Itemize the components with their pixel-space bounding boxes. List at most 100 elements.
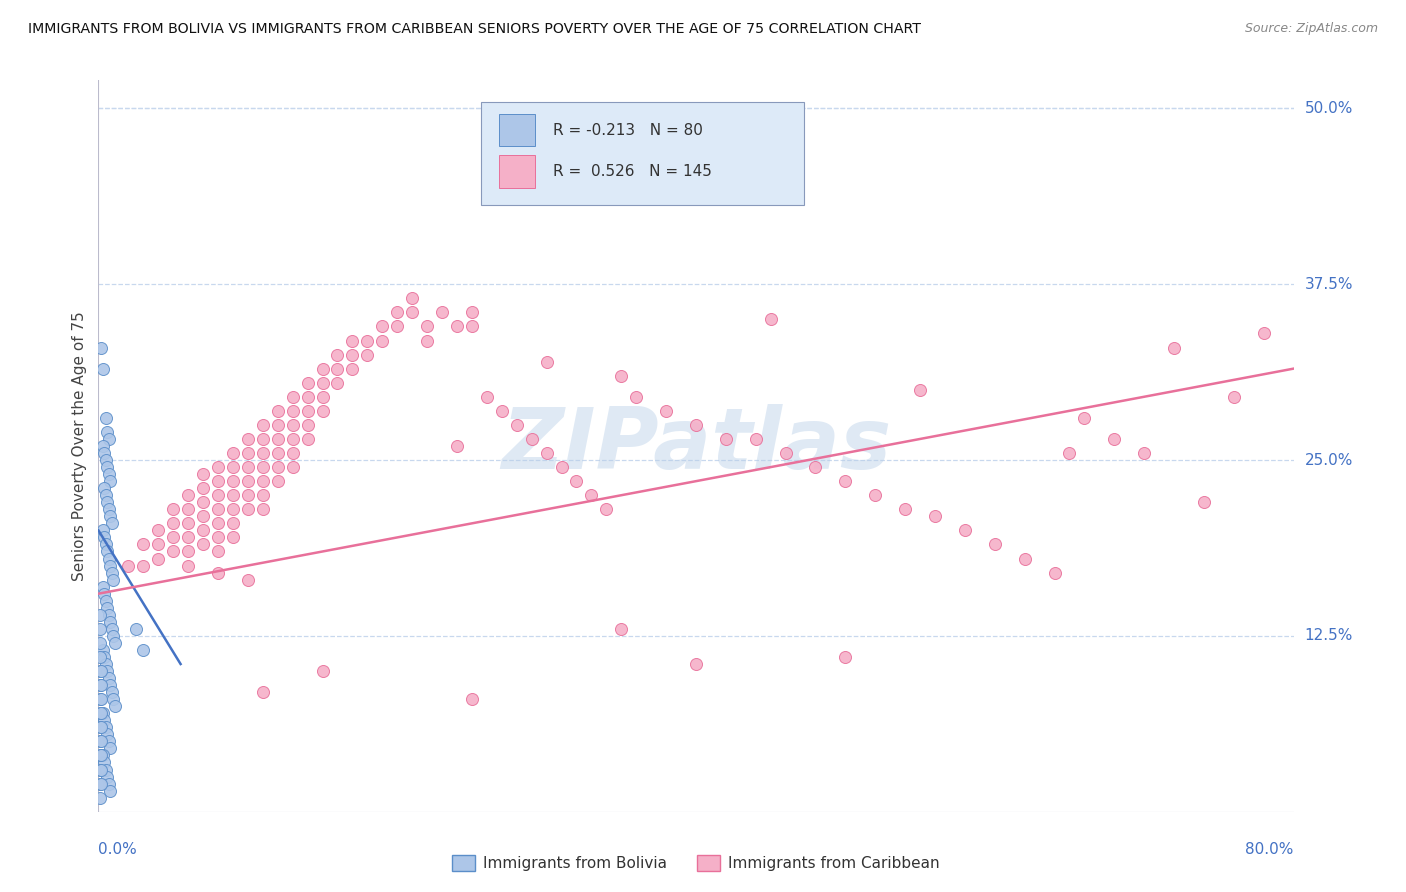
Point [97, 607, 120, 622]
Point [252, 460, 274, 475]
Point [222, 460, 245, 475]
Point [96, 727, 118, 741]
Point [98, 783, 122, 797]
Point [610, 622, 633, 636]
Point [177, 544, 200, 558]
Point [162, 516, 184, 531]
Point [125, 622, 148, 636]
Point [252, 446, 274, 460]
Text: 25.0%: 25.0% [1305, 452, 1353, 467]
Point [342, 334, 364, 348]
Point [101, 566, 124, 580]
Point [281, 404, 304, 418]
Point [491, 404, 513, 418]
Point [89, 763, 111, 777]
Point [311, 376, 333, 390]
Point [89, 622, 111, 636]
Point [356, 334, 378, 348]
Point [207, 516, 229, 531]
Point [94, 593, 117, 607]
Point [93, 756, 115, 770]
Point [536, 446, 558, 460]
Point [104, 636, 127, 650]
Point [90, 748, 112, 763]
Point [924, 509, 946, 524]
Point [1059, 446, 1081, 460]
Point [520, 432, 543, 446]
Point [685, 417, 707, 432]
Point [252, 502, 274, 516]
Point [162, 530, 184, 544]
Point [326, 376, 349, 390]
Point [97, 776, 120, 790]
Point [371, 334, 394, 348]
Point [655, 404, 678, 418]
Point [97, 467, 120, 482]
Point [103, 629, 125, 643]
Point [93, 530, 115, 544]
Point [775, 446, 797, 460]
Point [655, 158, 678, 172]
Point [98, 678, 122, 692]
Text: 12.5%: 12.5% [1305, 628, 1353, 643]
Point [177, 488, 200, 502]
Point [236, 432, 259, 446]
Point [1133, 446, 1156, 460]
Point [117, 558, 139, 573]
Point [536, 354, 558, 368]
Point [222, 446, 245, 460]
Point [416, 319, 439, 334]
Point [96, 544, 118, 558]
Point [685, 657, 707, 671]
Point [1163, 341, 1185, 355]
Point [91, 361, 114, 376]
Point [93, 481, 115, 495]
Point [98, 615, 122, 629]
Point [385, 305, 409, 319]
Point [1014, 551, 1036, 566]
Point [236, 460, 259, 475]
Point [356, 348, 378, 362]
Point [281, 460, 304, 475]
FancyBboxPatch shape [481, 103, 804, 204]
Point [94, 537, 117, 551]
Point [745, 432, 768, 446]
Point [101, 685, 124, 699]
Point [98, 558, 122, 573]
Point [326, 348, 349, 362]
Point [132, 558, 155, 573]
Point [430, 305, 453, 319]
Point [177, 516, 200, 531]
Point [297, 376, 319, 390]
Point [94, 453, 117, 467]
Point [97, 432, 120, 446]
FancyBboxPatch shape [499, 155, 534, 188]
Point [222, 530, 245, 544]
Point [804, 460, 827, 475]
Point [177, 502, 200, 516]
Point [177, 530, 200, 544]
Text: ZIPatlas: ZIPatlas [501, 404, 891, 488]
Point [91, 643, 114, 657]
Point [98, 509, 122, 524]
Point [461, 692, 484, 706]
Point [96, 600, 118, 615]
Point [89, 706, 111, 721]
Point [207, 544, 229, 558]
Point [610, 368, 633, 383]
Point [90, 763, 112, 777]
Point [94, 720, 117, 734]
Point [297, 390, 319, 404]
Point [191, 509, 214, 524]
Point [132, 537, 155, 551]
Point [90, 734, 112, 748]
Y-axis label: Seniors Poverty Over the Age of 75: Seniors Poverty Over the Age of 75 [72, 311, 87, 581]
Point [1192, 495, 1215, 509]
Point [759, 312, 782, 326]
Point [93, 714, 115, 728]
Point [177, 558, 200, 573]
Point [207, 502, 229, 516]
Point [96, 425, 118, 439]
Point [595, 502, 617, 516]
Point [93, 650, 115, 665]
